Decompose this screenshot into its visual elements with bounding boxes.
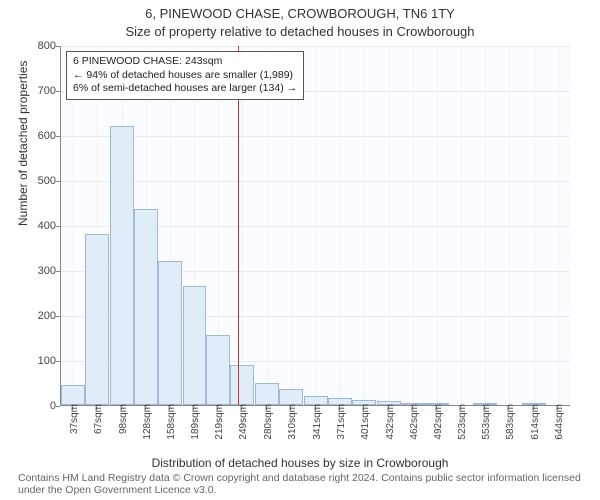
chart-plot-area: 6 PINEWOOD CHASE: 243sqm← 94% of detache… (60, 46, 570, 406)
x-tick-label: 310sqm (287, 404, 298, 454)
x-tick-label: 98sqm (118, 404, 129, 454)
y-axis-label: Number of detached properties (16, 61, 30, 226)
x-tick-label: 553sqm (481, 404, 492, 454)
y-tick-mark (56, 361, 60, 362)
histogram-bar (279, 389, 303, 405)
gridline-v (340, 46, 341, 405)
gridline-v (316, 46, 317, 405)
x-tick-label: 67sqm (93, 404, 104, 454)
histogram-bar (85, 234, 109, 405)
y-tick-mark (56, 406, 60, 407)
y-tick-label: 400 (34, 220, 56, 232)
x-tick-label: 523sqm (457, 404, 468, 454)
annotation-box: 6 PINEWOOD CHASE: 243sqm← 94% of detache… (66, 51, 304, 100)
gridline-v (437, 46, 438, 405)
histogram-bar (255, 383, 279, 406)
y-tick-label: 500 (34, 175, 56, 187)
histogram-bar (230, 365, 254, 406)
x-tick-label: 37sqm (69, 404, 80, 454)
x-tick-label: 158sqm (166, 404, 177, 454)
y-tick-label: 0 (34, 400, 56, 412)
histogram-bar (206, 335, 230, 405)
y-tick-mark (56, 181, 60, 182)
x-tick-label: 128sqm (142, 404, 153, 454)
y-tick-mark (56, 316, 60, 317)
gridline-v (389, 46, 390, 405)
y-tick-mark (56, 46, 60, 47)
chart-title-line1: 6, PINEWOOD CHASE, CROWBOROUGH, TN6 1TY (0, 6, 600, 21)
x-tick-label: 401sqm (360, 404, 371, 454)
y-tick-label: 600 (34, 130, 56, 142)
gridline-v (364, 46, 365, 405)
annotation-line: 6 PINEWOOD CHASE: 243sqm (73, 55, 297, 69)
gridline-v (558, 46, 559, 405)
y-tick-mark (56, 226, 60, 227)
gridline-v (509, 46, 510, 405)
x-tick-label: 371sqm (336, 404, 347, 454)
x-tick-label: 341sqm (312, 404, 323, 454)
y-tick-mark (56, 91, 60, 92)
y-tick-label: 800 (34, 40, 56, 52)
attribution-text: Contains HM Land Registry data © Crown c… (18, 472, 600, 496)
histogram-bar (61, 385, 85, 405)
y-tick-label: 200 (34, 310, 56, 322)
x-tick-label: 583sqm (505, 404, 516, 454)
histogram-bar (134, 209, 158, 405)
gridline-v (413, 46, 414, 405)
y-tick-label: 700 (34, 85, 56, 97)
histogram-bar (158, 261, 182, 405)
gridline-v (485, 46, 486, 405)
y-tick-label: 300 (34, 265, 56, 277)
y-tick-label: 100 (34, 355, 56, 367)
x-tick-label: 189sqm (190, 404, 201, 454)
x-tick-label: 249sqm (238, 404, 249, 454)
x-tick-label: 644sqm (554, 404, 565, 454)
x-tick-label: 280sqm (263, 404, 274, 454)
x-tick-label: 462sqm (409, 404, 420, 454)
x-tick-label: 492sqm (433, 404, 444, 454)
y-tick-mark (56, 271, 60, 272)
x-tick-label: 219sqm (214, 404, 225, 454)
x-tick-label: 614sqm (530, 404, 541, 454)
annotation-line: 6% of semi-detached houses are larger (1… (73, 82, 297, 96)
y-tick-mark (56, 136, 60, 137)
chart-title-line2: Size of property relative to detached ho… (0, 24, 600, 39)
annotation-line: ← 94% of detached houses are smaller (1,… (73, 69, 297, 83)
x-axis-label: Distribution of detached houses by size … (0, 456, 600, 470)
histogram-bar (110, 126, 134, 405)
histogram-bar (183, 286, 207, 405)
x-tick-label: 432sqm (385, 404, 396, 454)
gridline-v (461, 46, 462, 405)
gridline-v (534, 46, 535, 405)
